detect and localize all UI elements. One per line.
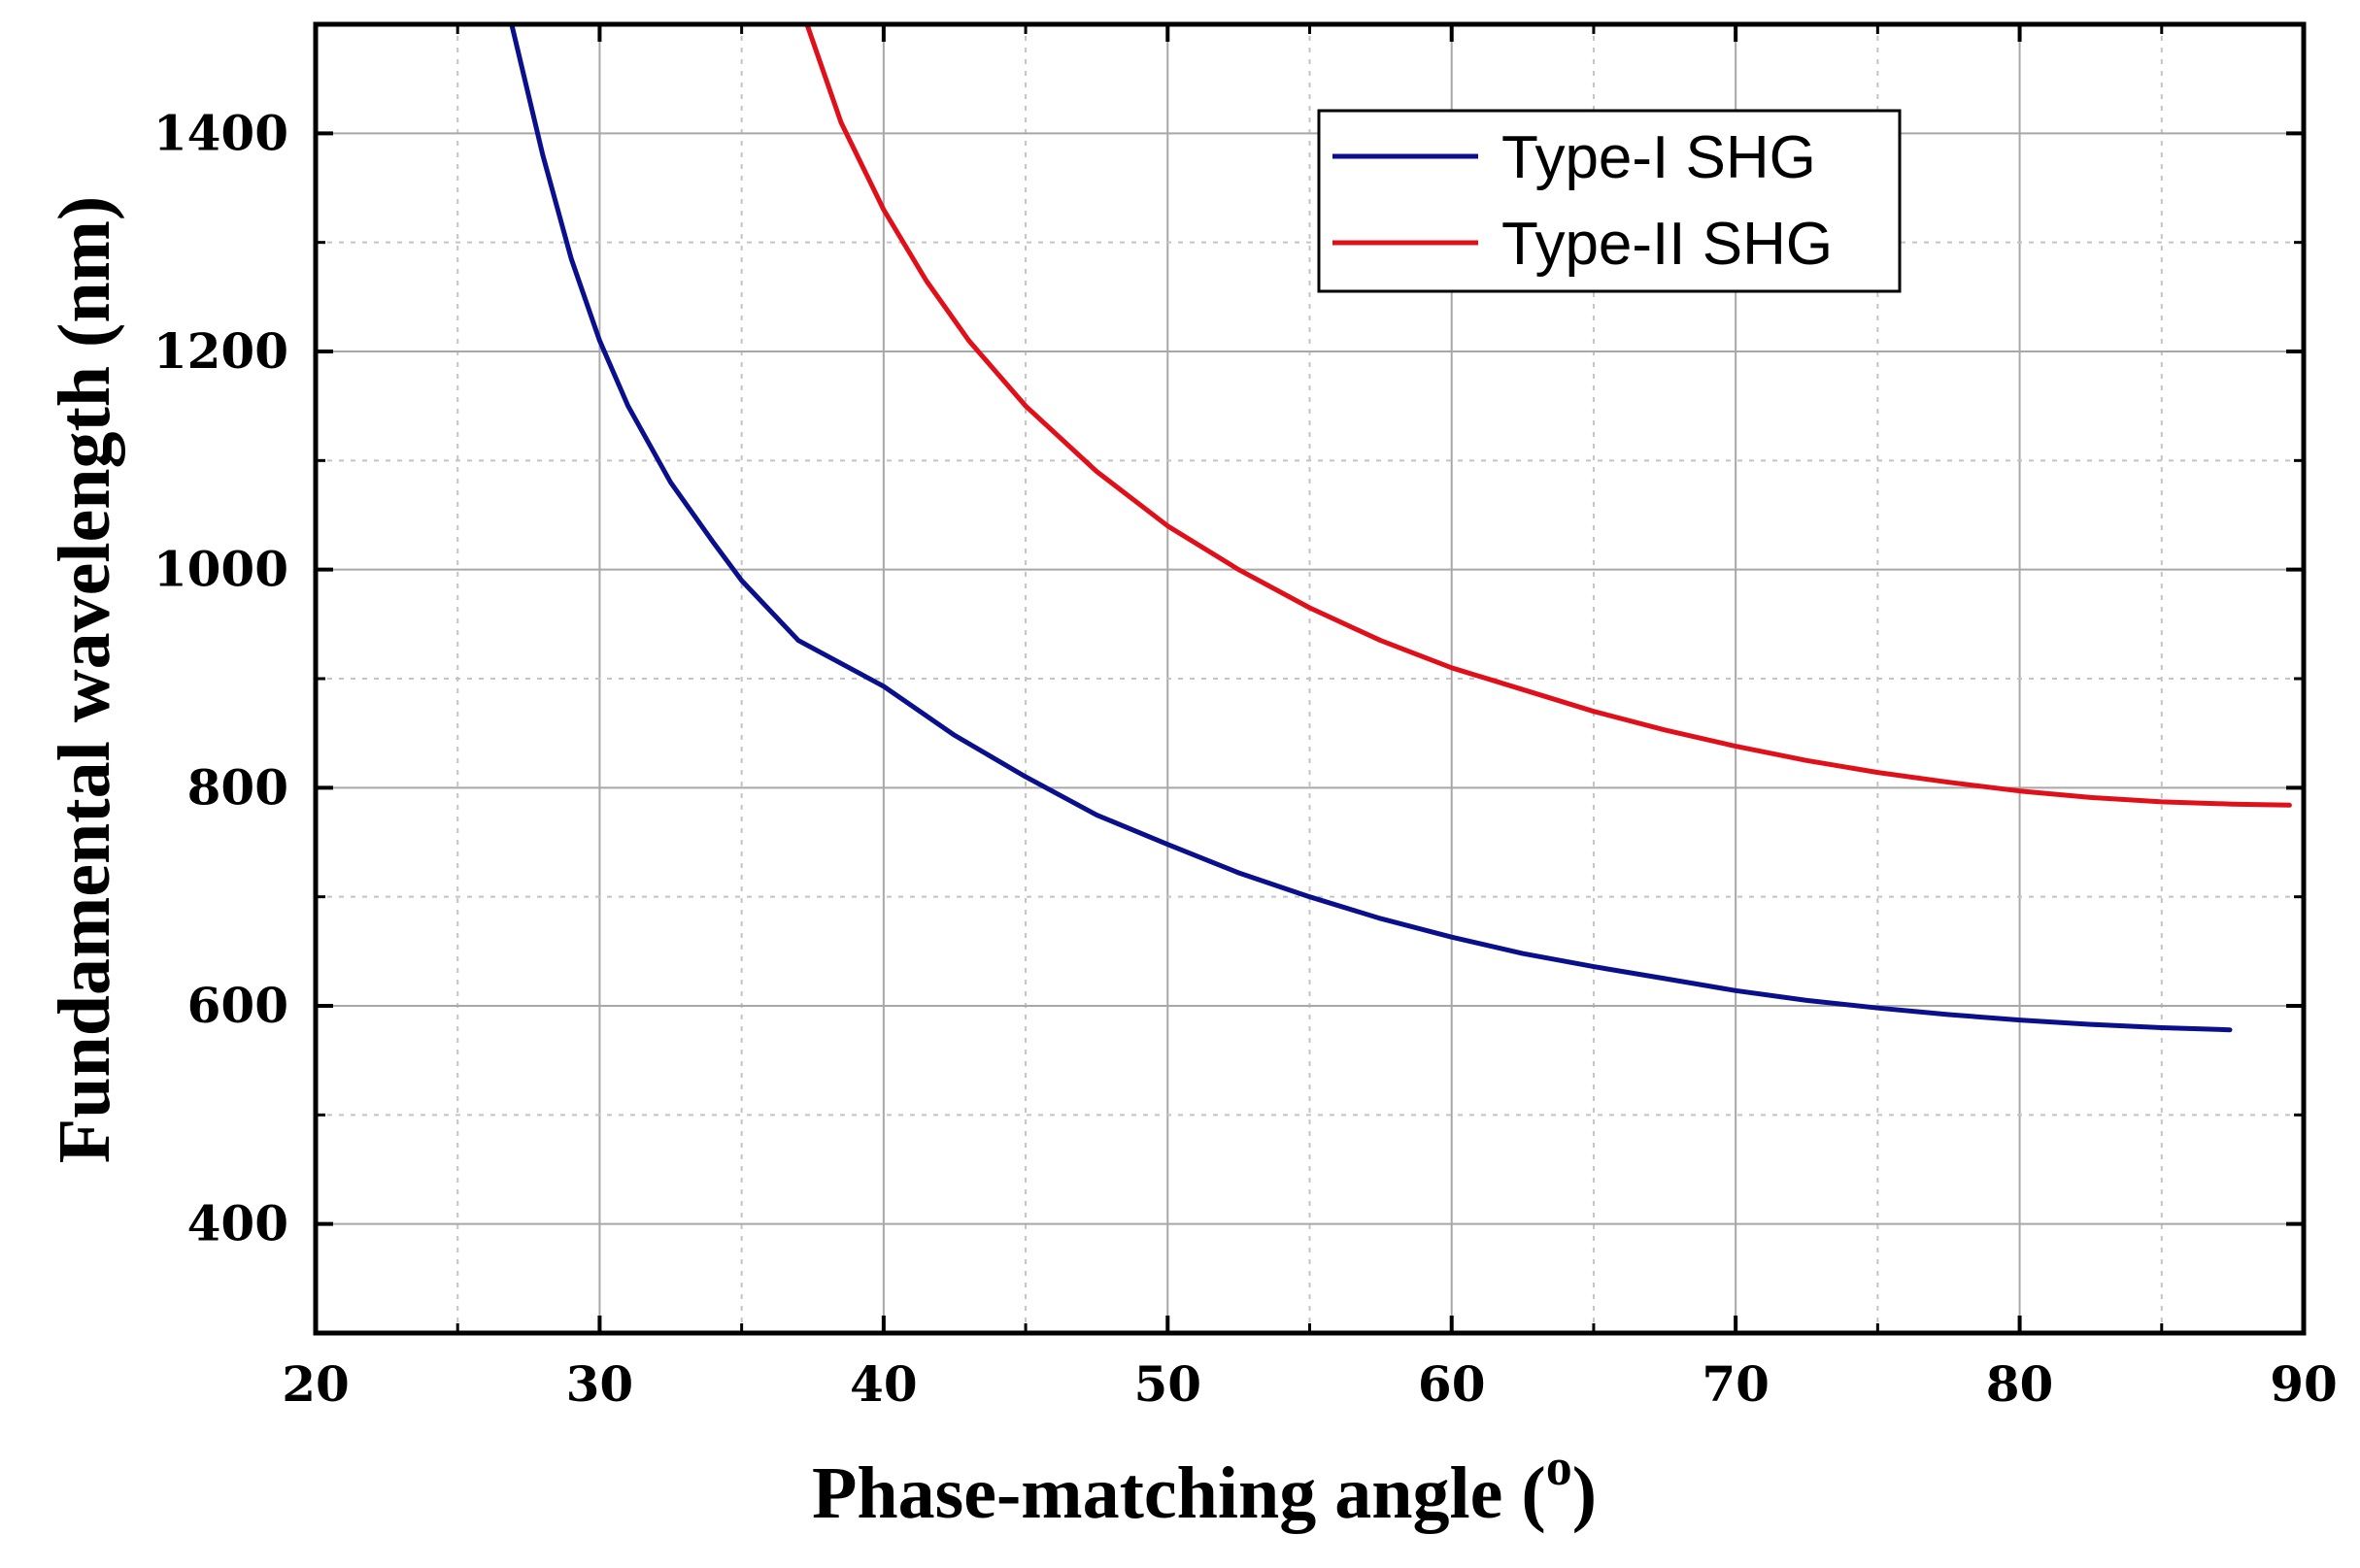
y-axis-title: Fundamental wavelength (nm) (44, 196, 125, 1163)
x-axis-title-degree: o (1546, 1438, 1572, 1496)
series-line-type-ii-shg (804, 21, 2292, 808)
series-layer (509, 21, 2292, 1033)
x-axis-title: Phase-matching angle (o) (812, 1438, 1597, 1534)
x-tick-label-70: 70 (1702, 1355, 1770, 1413)
x-tick-label-40: 40 (850, 1355, 918, 1413)
x-tick-label-80: 80 (1986, 1355, 2054, 1413)
y-tick-label-400: 400 (187, 1195, 288, 1252)
grid (316, 24, 2304, 1333)
x-tick-label-30: 30 (566, 1355, 634, 1413)
legend-label-type-ii: Type-II SHG (1501, 211, 1833, 278)
series-line-type-i-shg (509, 21, 2233, 1033)
x-tick-label-50: 50 (1133, 1355, 1201, 1413)
y-tick-label-600: 600 (187, 977, 288, 1034)
ticks (314, 24, 2306, 1333)
x-tick-label-60: 60 (1418, 1355, 1486, 1413)
y-tick-label-1400: 1400 (153, 104, 288, 161)
legend-box (1317, 109, 1902, 293)
y-tick-label-1000: 1000 (153, 541, 288, 598)
x-tick-label-20: 20 (282, 1355, 350, 1413)
tick-labels: 20 30 40 50 60 70 80 90 400 600 800 1000 1200 1400 (153, 104, 2338, 1413)
y-tick-label-800: 800 (187, 758, 288, 816)
legend: Type-I SHG Type-II SHG (1317, 109, 1902, 293)
legend-label-type-i: Type-I SHG (1501, 124, 1816, 191)
x-tick-label-90: 90 (2270, 1355, 2338, 1413)
y-tick-label-1200: 1200 (153, 322, 288, 380)
